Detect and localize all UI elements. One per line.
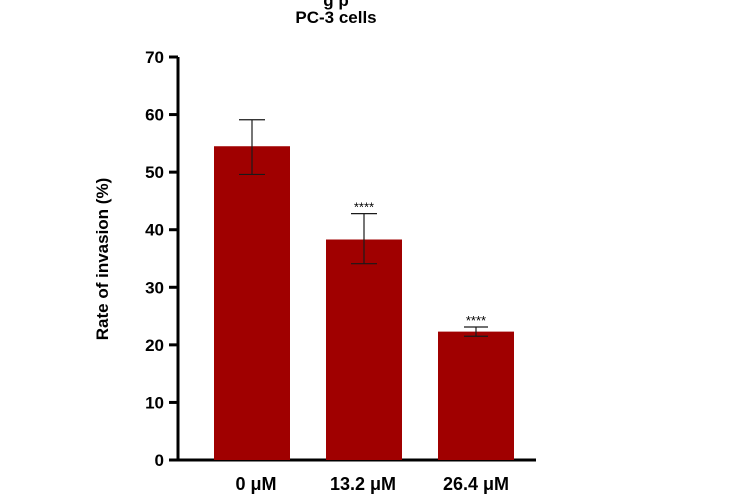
significance-markers: **** **** xyxy=(354,200,486,328)
bar xyxy=(438,331,514,460)
bar xyxy=(326,239,402,460)
significance-label: **** xyxy=(466,313,486,328)
y-tick-label: 0 xyxy=(155,451,164,470)
category-labels: 0 μM 13.2 μM 26.4 μM xyxy=(235,474,509,494)
y-tick-label: 60 xyxy=(145,106,164,125)
category-label: 26.4 μM xyxy=(443,474,509,494)
error-bars xyxy=(239,119,488,337)
y-tick-label: 10 xyxy=(145,393,164,412)
category-label: 0 μM xyxy=(235,474,276,494)
y-tick-label: 70 xyxy=(145,48,164,67)
y-tick-label: 50 xyxy=(145,163,164,182)
chart-title-partial: g p xyxy=(323,0,349,10)
y-axis-ticks: 0 10 20 30 40 50 60 70 xyxy=(145,48,178,470)
bars xyxy=(214,146,514,460)
y-axis-label: Rate of invasion (%) xyxy=(93,178,112,340)
y-tick-label: 40 xyxy=(145,221,164,240)
y-tick-label: 30 xyxy=(145,278,164,297)
chart-title: PC-3 cells xyxy=(295,8,376,27)
category-label: 13.2 μM xyxy=(330,474,396,494)
bar xyxy=(214,146,290,460)
significance-label: **** xyxy=(354,200,374,215)
y-tick-label: 20 xyxy=(145,336,164,355)
